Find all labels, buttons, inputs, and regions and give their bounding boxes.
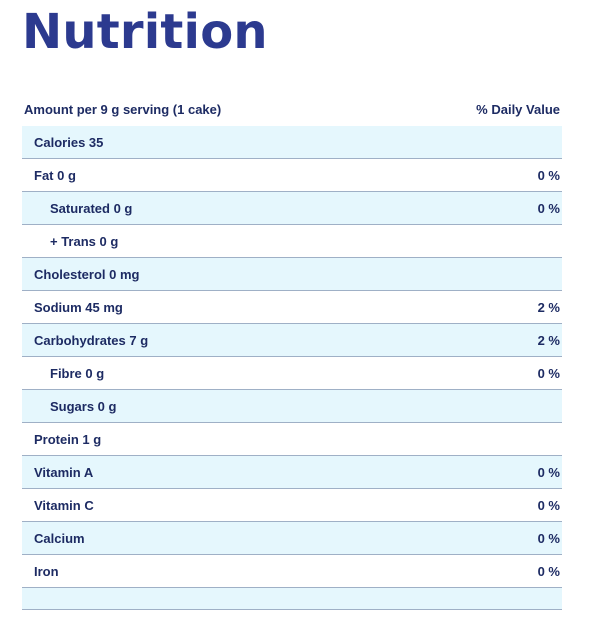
table-row-saturated: Saturated 0 g 0 % (22, 192, 562, 225)
table-row-calories: Calories 35 (22, 126, 562, 159)
table-row-vitamin-a: Vitamin A 0 % (22, 456, 562, 489)
nutrient-label: Fibre 0 g (50, 366, 105, 381)
daily-value: 2 % (537, 300, 560, 315)
nutrient-label: Sodium 45 mg (34, 300, 123, 315)
table-header: Amount per 9 g serving (1 cake) % Daily … (22, 100, 562, 120)
daily-value: 0 % (537, 465, 560, 480)
table-row-fat: Fat 0 g 0 % (22, 159, 562, 192)
table-row-carbohydrates: Carbohydrates 7 g 2 % (22, 324, 562, 357)
nutrient-label: Saturated 0 g (50, 201, 133, 216)
page-title: Nutrition (22, 4, 268, 60)
table-row-trans: + Trans 0 g (22, 225, 562, 258)
daily-value: 2 % (537, 333, 560, 348)
table-row-sugars: Sugars 0 g (22, 390, 562, 423)
nutrient-label: Vitamin A (34, 465, 94, 480)
nutrient-label: Iron (34, 564, 59, 579)
daily-value-header: % Daily Value (476, 102, 560, 117)
nutrient-label: + Trans 0 g (50, 234, 119, 249)
table-row-iron: Iron 0 % (22, 555, 562, 588)
nutrient-label: Calories 35 (34, 135, 104, 150)
nutrient-label: Vitamin C (34, 498, 94, 513)
nutrient-label: Carbohydrates 7 g (34, 333, 149, 348)
table-row-fibre: Fibre 0 g 0 % (22, 357, 562, 390)
table-row-sodium: Sodium 45 mg 2 % (22, 291, 562, 324)
table-row-cholesterol: Cholesterol 0 mg (22, 258, 562, 291)
serving-size-label: Amount per 9 g serving (1 cake) (24, 102, 222, 117)
daily-value: 0 % (537, 366, 560, 381)
table-row-vitamin-c: Vitamin C 0 % (22, 489, 562, 522)
table-row-calcium: Calcium 0 % (22, 522, 562, 555)
nutrient-label: Cholesterol 0 mg (34, 267, 140, 282)
daily-value: 0 % (537, 564, 560, 579)
daily-value: 0 % (537, 168, 560, 183)
daily-value: 0 % (537, 498, 560, 513)
nutrient-label: Calcium (34, 531, 85, 546)
nutrition-table: Calories 35 Fat 0 g 0 % Saturated 0 g 0 … (22, 126, 562, 610)
table-row-protein: Protein 1 g (22, 423, 562, 456)
daily-value: 0 % (537, 201, 560, 216)
table-row-spacer (22, 588, 562, 610)
nutrient-label: Sugars 0 g (50, 399, 117, 414)
nutrient-label: Protein 1 g (34, 432, 102, 447)
nutrient-label: Fat 0 g (34, 168, 76, 183)
daily-value: 0 % (537, 531, 560, 546)
